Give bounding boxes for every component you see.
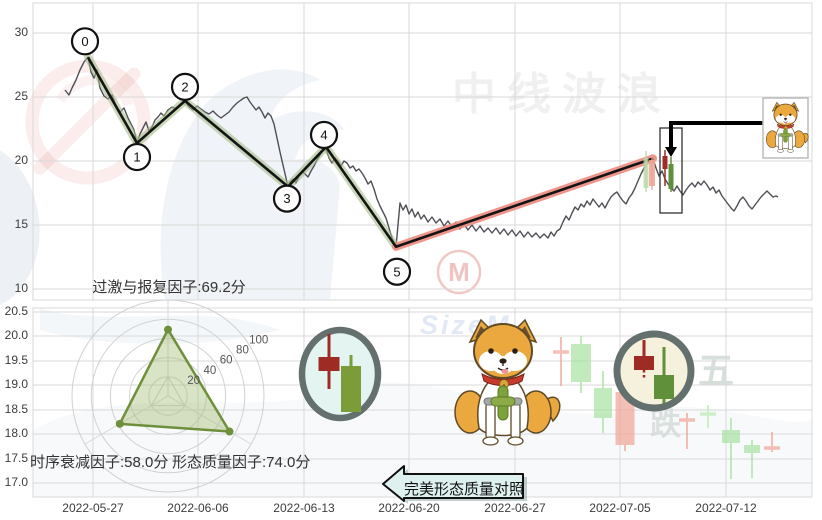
- y-tick-bottom: 20.0: [4, 328, 28, 342]
- m-logo-watermark: M: [436, 249, 482, 295]
- factor-pattern-quality-label: 形态质量因子:74.0分: [172, 454, 311, 471]
- watermark-char-mid: 跌: [650, 407, 681, 442]
- wave-point-markers: 0 1 2 3 4 5: [70, 27, 412, 286]
- x-tick-date: 2022-07-05: [589, 501, 651, 515]
- svg-text:20: 20: [187, 375, 200, 387]
- y-tick-bottom: 19.5: [4, 353, 28, 367]
- watermark-title: 中线波浪: [452, 70, 672, 119]
- perfect-pattern-banner: [382, 465, 527, 504]
- y-tick-top: 25: [14, 89, 28, 103]
- grid: [32, 2, 813, 498]
- svg-text:0: 0: [81, 34, 88, 49]
- svg-text:2: 2: [181, 79, 188, 94]
- svg-text:80: 80: [236, 344, 249, 356]
- m-logo-letter: M: [448, 257, 470, 287]
- x-tick-date: 2022-05-27: [62, 501, 124, 515]
- background-candles: [553, 336, 780, 479]
- x-tick-date: 2022-06-06: [167, 501, 229, 515]
- pointer-arrow: [669, 121, 766, 148]
- x-tick-date: 2022-06-20: [378, 501, 440, 515]
- svg-text:1: 1: [133, 150, 140, 165]
- magnifier-circle: [613, 330, 695, 412]
- shiba-dog-large: [454, 319, 561, 446]
- y-tick-bottom: 17.0: [4, 475, 28, 489]
- y-tick-top: 10: [14, 281, 28, 295]
- x-tick-date: 2022-06-27: [484, 501, 546, 515]
- y-tick-top: 20: [14, 153, 28, 167]
- svg-text:60: 60: [220, 355, 233, 367]
- svg-text:3: 3: [283, 191, 290, 206]
- svg-text:100: 100: [249, 334, 268, 346]
- watermark-char-top: 五: [698, 350, 735, 391]
- y-tick-bottom: 18.0: [4, 426, 28, 440]
- y-tick-top: 30: [14, 25, 28, 39]
- factor-time-decay-label: 时序衰减因子:58.0分: [30, 454, 169, 471]
- svg-text:4: 4: [320, 127, 327, 142]
- perfect-pattern-circle: [298, 326, 382, 422]
- svg-text:5: 5: [393, 264, 400, 279]
- x-tick-date: 2022-07-12: [695, 501, 757, 515]
- svg-text:40: 40: [203, 365, 216, 377]
- perfect-pattern-banner-label: 完美形态质量对照: [404, 481, 525, 498]
- y-tick-top: 15: [14, 217, 28, 231]
- y-tick-bottom: 17.5: [4, 451, 28, 465]
- y-tick-bottom: 19.0: [4, 377, 28, 391]
- y-tick-bottom: 18.5: [4, 402, 28, 416]
- factor-overreaction-label: 过激与报复因子:69.2分: [92, 279, 246, 296]
- wave-painting-watermark: [0, 69, 812, 497]
- y-tick-bottom: 20.5: [4, 304, 28, 318]
- x-tick-date: 2022-06-13: [273, 501, 335, 515]
